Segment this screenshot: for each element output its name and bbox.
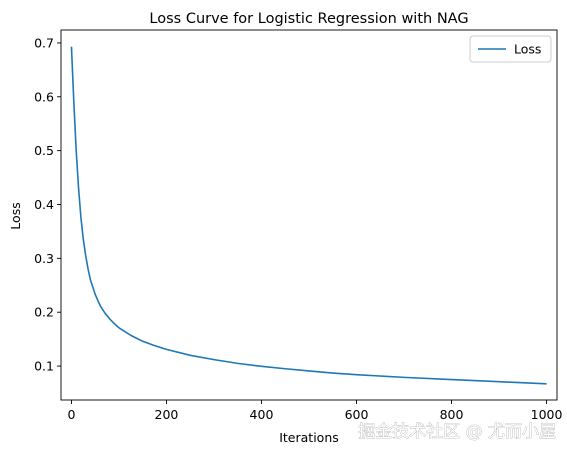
plot-frame	[60, 29, 558, 401]
y-tick-label: 0.7	[34, 35, 54, 50]
y-tick-label: 0.1	[34, 359, 54, 374]
x-axis-label: Iterations	[279, 430, 339, 445]
chart-title: Loss Curve for Logistic Regression with …	[149, 11, 468, 27]
x-tick-label: 200	[155, 407, 179, 422]
y-tick-label: 0.6	[34, 89, 54, 104]
watermark-text: 掘金技术社区 @ 尤而小屋	[358, 422, 556, 442]
x-tick-label: 600	[345, 407, 369, 422]
series-line-loss	[70, 46, 547, 385]
x-tick-label: 400	[250, 407, 274, 422]
x-tick-label: 1000	[531, 407, 563, 422]
y-tick-label: 0.4	[34, 197, 54, 212]
legend-box	[469, 35, 552, 63]
y-tick-label: 0.2	[34, 305, 54, 320]
legend-entry-label: Loss	[514, 42, 541, 57]
y-tick-label: 0.3	[34, 251, 54, 266]
x-tick-label: 0	[67, 407, 75, 422]
x-tick-label: 800	[440, 407, 464, 422]
y-axis-label: Loss	[8, 202, 23, 229]
y-tick-label: 0.5	[34, 143, 54, 158]
